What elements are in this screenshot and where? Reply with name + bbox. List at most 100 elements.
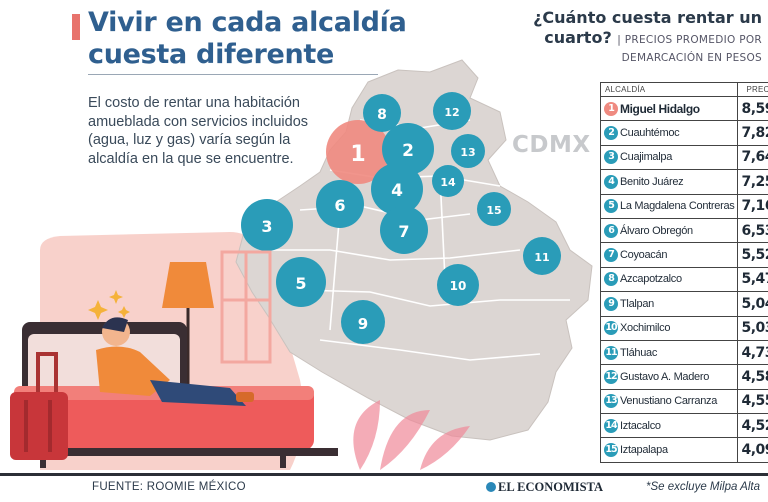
header-precio: PRECIO [737,82,768,97]
map-label: CDMX [512,132,591,158]
price-cell: 4,582 [737,364,768,390]
page-title-line-1: Vivir en cada alcaldía [88,7,407,38]
alcaldia-name: Venustiano Carranza [620,395,718,408]
price-cell: 5,038 [737,315,768,341]
rank-badge: 1 [604,101,618,116]
alcaldia-cell: 9 Tlalpan [599,291,739,317]
title-accent-bar [72,14,80,40]
svg-text:6: 6 [334,196,345,215]
rank-badge: 5 [604,199,618,214]
alcaldia-cell: 11 Tláhuac [599,339,739,366]
intro-text: El costo de rentar una habitación amuebl… [88,95,309,167]
rank-badge: 10 [604,321,618,336]
alcaldia-cell: 6 Álvaro Obregón [599,217,739,244]
brand-name: EL ECONOMISTA [498,480,603,494]
header-alcaldia: ALCALDÍA [599,82,739,97]
alcaldia-name: Gustavo A. Madero [620,370,710,383]
price-cell: 8,592 [737,95,768,122]
svg-text:7: 7 [398,222,409,241]
alcaldia-name: Tláhuac [620,346,658,359]
rank-badge: 12 [604,369,618,384]
rank-badge: 14 [604,418,618,433]
alcaldia-name: Miguel Hidalgo [620,101,700,116]
svg-text:2: 2 [402,141,414,161]
price-cell: 4,738 [737,339,768,366]
svg-text:4: 4 [391,181,403,201]
price-cell: 4,551 [737,388,768,415]
question-line-2-text: cuarto? [544,28,612,47]
price-cell: 6,530 [737,217,768,244]
rank-badge: 13 [604,394,618,409]
alcaldia-cell: 2 Cuauhtémoc [599,120,739,146]
svg-text:13: 13 [460,146,475,159]
alcaldia-name: Xochimilco [620,322,671,335]
question-line-1: ¿Cuánto cuesta rentar un [533,8,762,27]
price-cell: 7,257 [737,169,768,195]
alcaldia-cell: 13 Venustiano Carranza [599,388,739,415]
rank-badge: 4 [604,174,618,189]
sparkle-icons [88,290,130,320]
price-cell: 7,827 [737,120,768,146]
marker-1-label: 1 [350,142,365,167]
source-text: FUENTE: ROOMIE MÉXICO [92,481,246,493]
alcaldia-name: Cuauhtémoc [620,127,680,140]
alcaldia-name: Coyoacán [620,249,668,262]
rank-badge: 11 [604,345,618,360]
rank-badge: 15 [604,443,618,458]
map-markers: 8 2 12 13 14 4 6 15 7 3 11 5 10 9 [241,92,561,344]
decorative-leaves [353,400,470,470]
footer-divider [0,473,768,476]
alcaldia-name: Álvaro Obregón [620,224,693,237]
alcaldia-cell: 3 Cuajimalpa [599,144,739,171]
price-cell: 4,528 [737,413,768,439]
alcaldia-name: Tlalpan [620,297,654,310]
alcaldia-cell: 10 Xochimilco [599,315,739,341]
alcaldia-cell: 4 Benito Juárez [599,169,739,195]
person-resting [96,317,254,406]
marker-1 [326,120,390,184]
rank-badge: 9 [604,296,618,311]
alcaldia-name: Iztapalapa [620,444,668,457]
brand-icon [486,482,496,492]
svg-text:5: 5 [295,274,306,293]
alcaldia-name: Benito Juárez [620,175,684,188]
price-cell: 4,099 [737,437,768,463]
title-divider [88,74,378,75]
question-line-2: cuarto? | PRECIOS PROMEDIO POR [533,28,762,50]
price-cell: 5,479 [737,266,768,293]
rank-badge: 6 [604,223,618,238]
alcaldia-cell: 14 Iztacalco [599,413,739,439]
rank-badge: 7 [604,248,618,263]
rank-badge: 8 [604,272,618,287]
price-cell: 5,528 [737,242,768,268]
question-subtitle-1: | PRECIOS PROMEDIO POR [617,34,762,46]
svg-text:11: 11 [534,251,549,264]
alcaldia-name: Cuajimalpa [620,151,673,164]
alcaldia-cell: 15 Iztapalapa [599,437,739,463]
window-shape [220,250,272,364]
alcaldia-cell: 5 La Magdalena Contreras [599,193,739,219]
alcaldia-name: La Magdalena Contreras [620,200,735,213]
alcaldia-name: Azcapotzalco [620,273,682,286]
price-cell: 7,641 [737,144,768,171]
svg-text:12: 12 [444,106,459,119]
svg-text:3: 3 [261,217,272,236]
rank-badge: 2 [604,126,618,141]
page-title-line-2: cuesta diferente [88,39,335,70]
